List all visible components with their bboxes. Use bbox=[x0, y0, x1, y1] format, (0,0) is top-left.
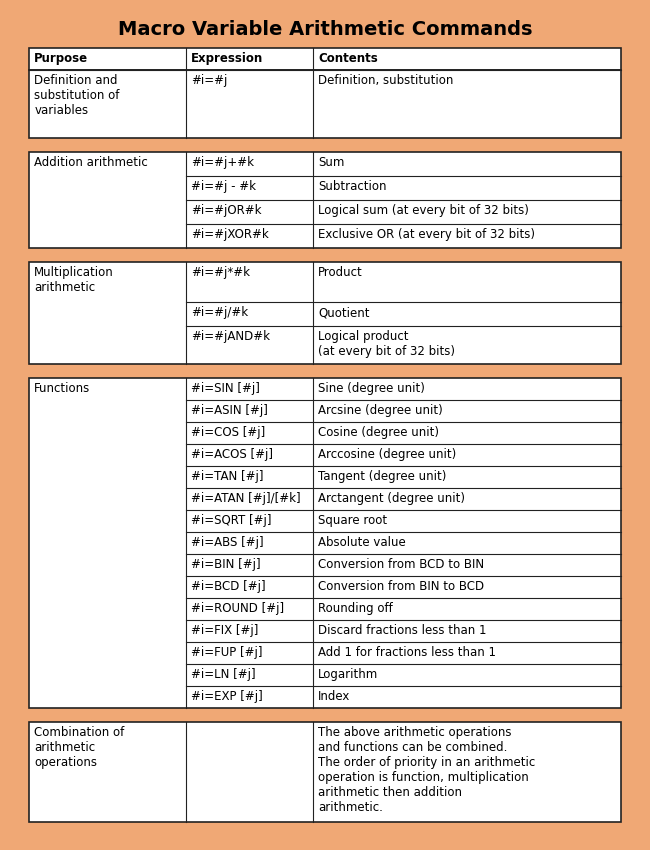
Text: Combination of
arithmetic
operations: Combination of arithmetic operations bbox=[34, 726, 125, 769]
Text: #i=LN [#j]: #i=LN [#j] bbox=[191, 668, 255, 681]
Text: Quotient: Quotient bbox=[318, 306, 370, 319]
Text: Product: Product bbox=[318, 266, 363, 279]
Text: Rounding off: Rounding off bbox=[318, 602, 393, 615]
Text: Arcsine (degree unit): Arcsine (degree unit) bbox=[318, 404, 443, 417]
Text: #i=FIX [#j]: #i=FIX [#j] bbox=[191, 624, 258, 637]
Text: Logical sum (at every bit of 32 bits): Logical sum (at every bit of 32 bits) bbox=[318, 204, 529, 217]
Text: #i=BIN [#j]: #i=BIN [#j] bbox=[191, 558, 261, 571]
Text: Subtraction: Subtraction bbox=[318, 180, 387, 193]
Bar bbox=[29, 722, 621, 822]
Text: Definition, substitution: Definition, substitution bbox=[318, 74, 454, 87]
Text: #i=#j+#k: #i=#j+#k bbox=[191, 156, 254, 169]
Text: #i=#j*#k: #i=#j*#k bbox=[191, 266, 250, 279]
Text: Exclusive OR (at every bit of 32 bits): Exclusive OR (at every bit of 32 bits) bbox=[318, 228, 535, 241]
Text: #i=BCD [#j]: #i=BCD [#j] bbox=[191, 580, 266, 593]
Text: Purpose: Purpose bbox=[34, 52, 88, 65]
Text: Add 1 for fractions less than 1: Add 1 for fractions less than 1 bbox=[318, 646, 496, 659]
Text: Logical product
(at every bit of 32 bits): Logical product (at every bit of 32 bits… bbox=[318, 330, 455, 358]
Text: #i=ASIN [#j]: #i=ASIN [#j] bbox=[191, 404, 268, 417]
Bar bbox=[29, 48, 621, 70]
Text: #i=#j - #k: #i=#j - #k bbox=[191, 180, 256, 193]
Text: Expression: Expression bbox=[191, 52, 263, 65]
Text: Square root: Square root bbox=[318, 514, 387, 527]
Text: Contents: Contents bbox=[318, 52, 378, 65]
Text: #i=FUP [#j]: #i=FUP [#j] bbox=[191, 646, 263, 659]
Text: #i=COS [#j]: #i=COS [#j] bbox=[191, 426, 265, 439]
Text: #i=#jAND#k: #i=#jAND#k bbox=[191, 330, 270, 343]
Text: #i=ATAN [#j]/[#k]: #i=ATAN [#j]/[#k] bbox=[191, 492, 300, 505]
Text: Sum: Sum bbox=[318, 156, 344, 169]
Text: Discard fractions less than 1: Discard fractions less than 1 bbox=[318, 624, 487, 637]
Text: Conversion from BCD to BIN: Conversion from BCD to BIN bbox=[318, 558, 484, 571]
Text: The above arithmetic operations
and functions can be combined.
The order of prio: The above arithmetic operations and func… bbox=[318, 726, 536, 814]
Text: Functions: Functions bbox=[34, 382, 90, 395]
Text: Cosine (degree unit): Cosine (degree unit) bbox=[318, 426, 439, 439]
Text: #i=TAN [#j]: #i=TAN [#j] bbox=[191, 470, 263, 483]
Text: Addition arithmetic: Addition arithmetic bbox=[34, 156, 148, 169]
Text: #i=SIN [#j]: #i=SIN [#j] bbox=[191, 382, 260, 395]
Text: Conversion from BIN to BCD: Conversion from BIN to BCD bbox=[318, 580, 484, 593]
Text: #i=#jOR#k: #i=#jOR#k bbox=[191, 204, 261, 217]
Text: Logarithm: Logarithm bbox=[318, 668, 378, 681]
Text: #i=#jXOR#k: #i=#jXOR#k bbox=[191, 228, 268, 241]
Text: Multiplication
arithmetic: Multiplication arithmetic bbox=[34, 266, 114, 294]
Bar bbox=[29, 152, 621, 248]
Bar bbox=[29, 262, 621, 364]
Text: #i=EXP [#j]: #i=EXP [#j] bbox=[191, 690, 263, 703]
Text: Tangent (degree unit): Tangent (degree unit) bbox=[318, 470, 447, 483]
Text: Absolute value: Absolute value bbox=[318, 536, 406, 549]
Text: #i=ACOS [#j]: #i=ACOS [#j] bbox=[191, 448, 273, 461]
Text: Arctangent (degree unit): Arctangent (degree unit) bbox=[318, 492, 465, 505]
Text: Index: Index bbox=[318, 690, 350, 703]
Text: #i=#j/#k: #i=#j/#k bbox=[191, 306, 248, 319]
Text: Macro Variable Arithmetic Commands: Macro Variable Arithmetic Commands bbox=[118, 20, 532, 38]
Text: Definition and
substitution of
variables: Definition and substitution of variables bbox=[34, 74, 120, 117]
Text: #i=#j: #i=#j bbox=[191, 74, 228, 87]
Bar bbox=[29, 378, 621, 708]
Bar bbox=[29, 70, 621, 138]
Text: Sine (degree unit): Sine (degree unit) bbox=[318, 382, 425, 395]
Text: #i=SQRT [#j]: #i=SQRT [#j] bbox=[191, 514, 272, 527]
Text: #i=ROUND [#j]: #i=ROUND [#j] bbox=[191, 602, 284, 615]
Text: Arccosine (degree unit): Arccosine (degree unit) bbox=[318, 448, 456, 461]
Text: #i=ABS [#j]: #i=ABS [#j] bbox=[191, 536, 264, 549]
